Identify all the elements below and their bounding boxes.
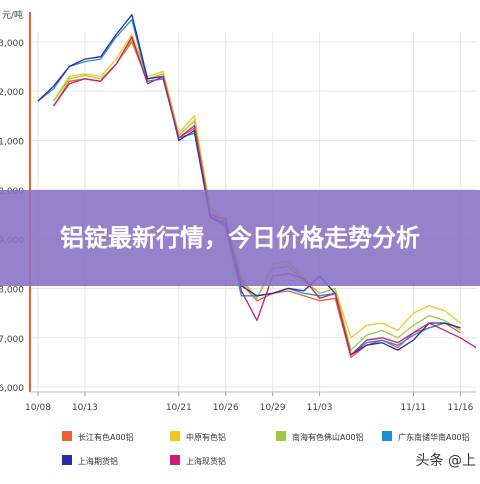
y-tick-label: 7,000 bbox=[0, 335, 24, 345]
y-tick-label: 13,000 bbox=[0, 39, 24, 49]
legend-swatch bbox=[276, 431, 286, 441]
x-tick-label: 11/03 bbox=[307, 403, 333, 413]
legend-label: 南海有色佛山A00铝 bbox=[292, 432, 364, 442]
y-tick-label: 8,000 bbox=[0, 285, 24, 295]
x-tick-label: 10/13 bbox=[72, 403, 98, 413]
y-tick-label: 6,000 bbox=[0, 384, 24, 394]
legend-label: 中原有色铝 bbox=[186, 432, 226, 442]
y-tick-label: 11,000 bbox=[0, 137, 24, 147]
page-title: 铝锭最新行情，今日价格走势分析 bbox=[60, 224, 420, 252]
legend-label: 长江有色A00铝 bbox=[78, 432, 134, 442]
x-axis: 10/08 10/13 10/21 10/26 10/29 11/03 11/11 11/16 bbox=[25, 391, 476, 413]
legend-swatch bbox=[170, 431, 180, 441]
x-tick-label: 11/11 bbox=[400, 403, 426, 413]
watermark: 头条 @上 bbox=[415, 453, 476, 469]
legend-swatch bbox=[62, 431, 72, 441]
series-line-2 bbox=[53, 33, 461, 339]
series-line-4 bbox=[37, 19, 461, 356]
x-tick-label: 10/08 bbox=[25, 403, 51, 413]
series-line-5 bbox=[37, 14, 461, 356]
title-banner: 铝锭最新行情，今日价格走势分析 bbox=[0, 190, 480, 286]
legend-swatch bbox=[382, 431, 392, 441]
legend-swatch bbox=[62, 455, 72, 465]
y-unit-label: 元/吨 bbox=[2, 9, 23, 21]
x-tick-label: 11/16 bbox=[447, 403, 473, 413]
series-line-6 bbox=[53, 36, 477, 356]
legend-label: 上海期货铝 bbox=[78, 456, 118, 466]
y-tick-label: 12,000 bbox=[0, 88, 24, 98]
series-lines bbox=[37, 14, 477, 359]
legend-label: 上海现货铝 bbox=[186, 456, 226, 466]
x-tick-label: 10/26 bbox=[213, 403, 239, 413]
legend-label: 广东南储华南A00铝 bbox=[398, 432, 470, 442]
legend-swatch bbox=[170, 455, 180, 465]
x-tick-label: 10/29 bbox=[260, 403, 286, 413]
x-tick-label: 10/21 bbox=[166, 403, 192, 413]
